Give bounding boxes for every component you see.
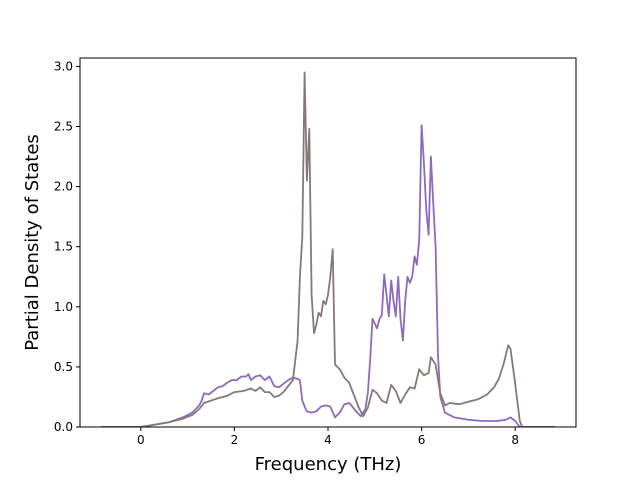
x-tick-label: 2: [231, 433, 239, 447]
x-tick-label: 4: [324, 433, 332, 447]
x-axis-label: Frequency (THz): [255, 454, 402, 475]
y-tick-label: 1.0: [54, 300, 73, 314]
x-tick-label: 0: [137, 433, 145, 447]
series-line-1: [101, 124, 555, 427]
y-axis-ticks: 0.0 0.5 1.0 1.5 2.0 2.5 3.0: [54, 59, 80, 434]
y-tick-label: 2.0: [54, 180, 73, 194]
y-tick-label: 0.5: [54, 360, 73, 374]
x-tick-label: 8: [511, 433, 519, 447]
y-tick-label: 1.5: [54, 240, 73, 254]
series-layer: [101, 71, 555, 427]
x-axis-ticks: 0 2 4 6 8: [137, 427, 519, 447]
x-tick-label: 6: [418, 433, 426, 447]
y-tick-label: 2.5: [54, 120, 73, 134]
y-tick-label: 3.0: [54, 59, 73, 73]
y-axis-label: Partial Density of States: [22, 134, 43, 351]
y-tick-label: 0.0: [54, 420, 73, 434]
series-line-2: [101, 71, 555, 427]
